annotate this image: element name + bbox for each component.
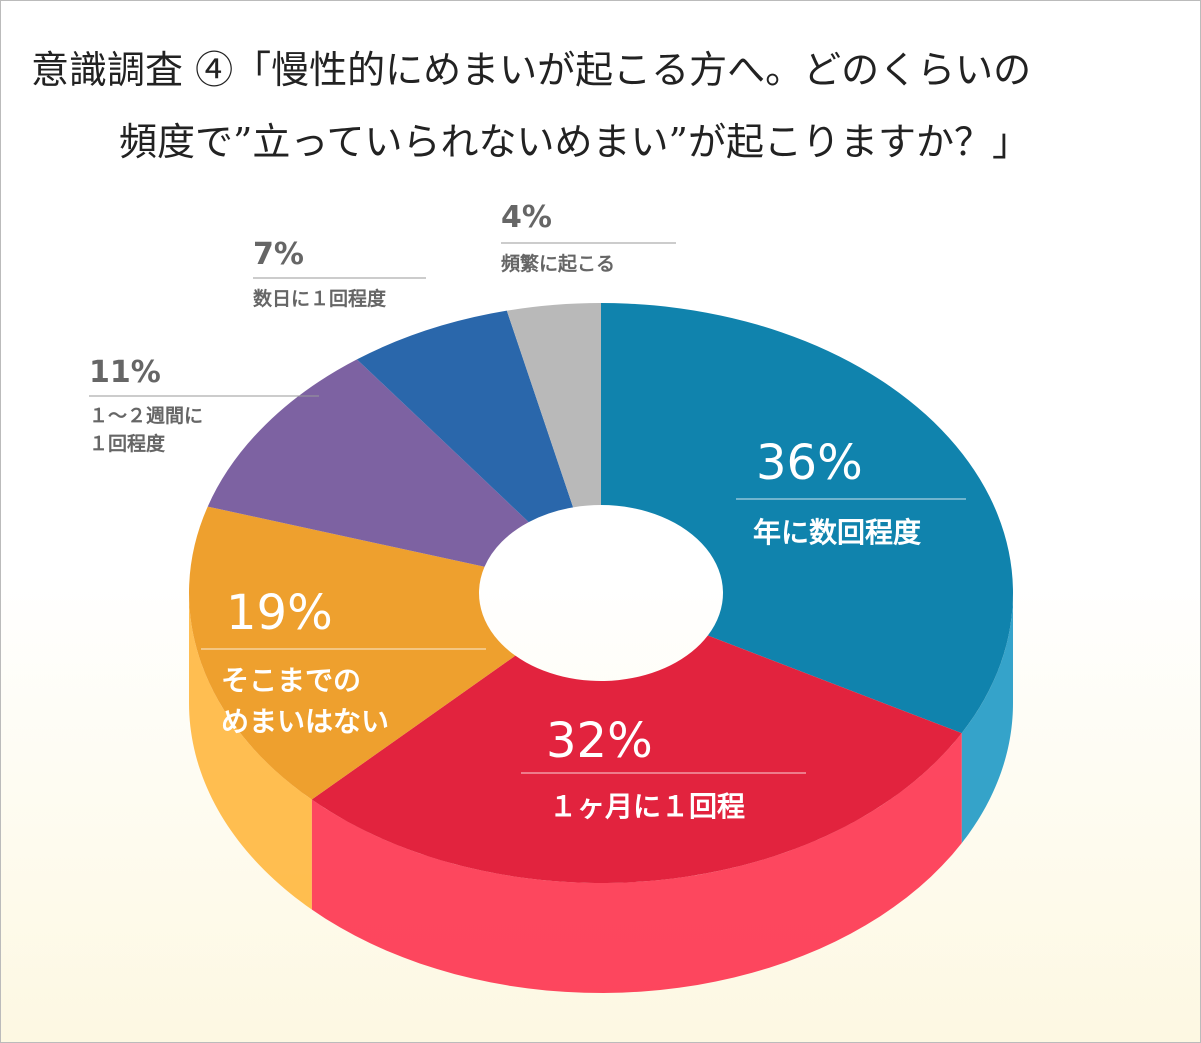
value-label: 7%	[253, 237, 304, 272]
category-label: そこまでの めまいはない	[221, 664, 390, 738]
slice	[311, 635, 962, 884]
category-label: １～２週間に １回程度	[89, 405, 204, 455]
category-label: １ヶ月に１回程	[549, 790, 746, 823]
category-label: 数日に１回程度	[253, 288, 387, 310]
chart-title: 意識調査 ④「慢性的にめまいが起こる方へ。どのくらいの	[31, 48, 1032, 92]
slice	[601, 303, 1013, 734]
value-label: 19%	[226, 585, 333, 641]
slice-side	[311, 733, 962, 993]
slice-side	[189, 593, 312, 910]
slice	[188, 506, 516, 800]
slice-side	[961, 593, 1013, 844]
slice	[356, 310, 574, 523]
slice	[506, 303, 601, 508]
value-label: 4%	[501, 200, 552, 235]
value-label: 11%	[89, 355, 161, 390]
category-label: 年に数回程度	[753, 516, 922, 549]
value-label: 32%	[546, 713, 653, 769]
slice	[207, 359, 529, 567]
category-label: 頻繁に起こる	[501, 253, 616, 275]
value-label: 36%	[756, 435, 863, 491]
chart-title: 頻度で”立っていられないめまい”が起こりますか？」	[119, 120, 1030, 164]
